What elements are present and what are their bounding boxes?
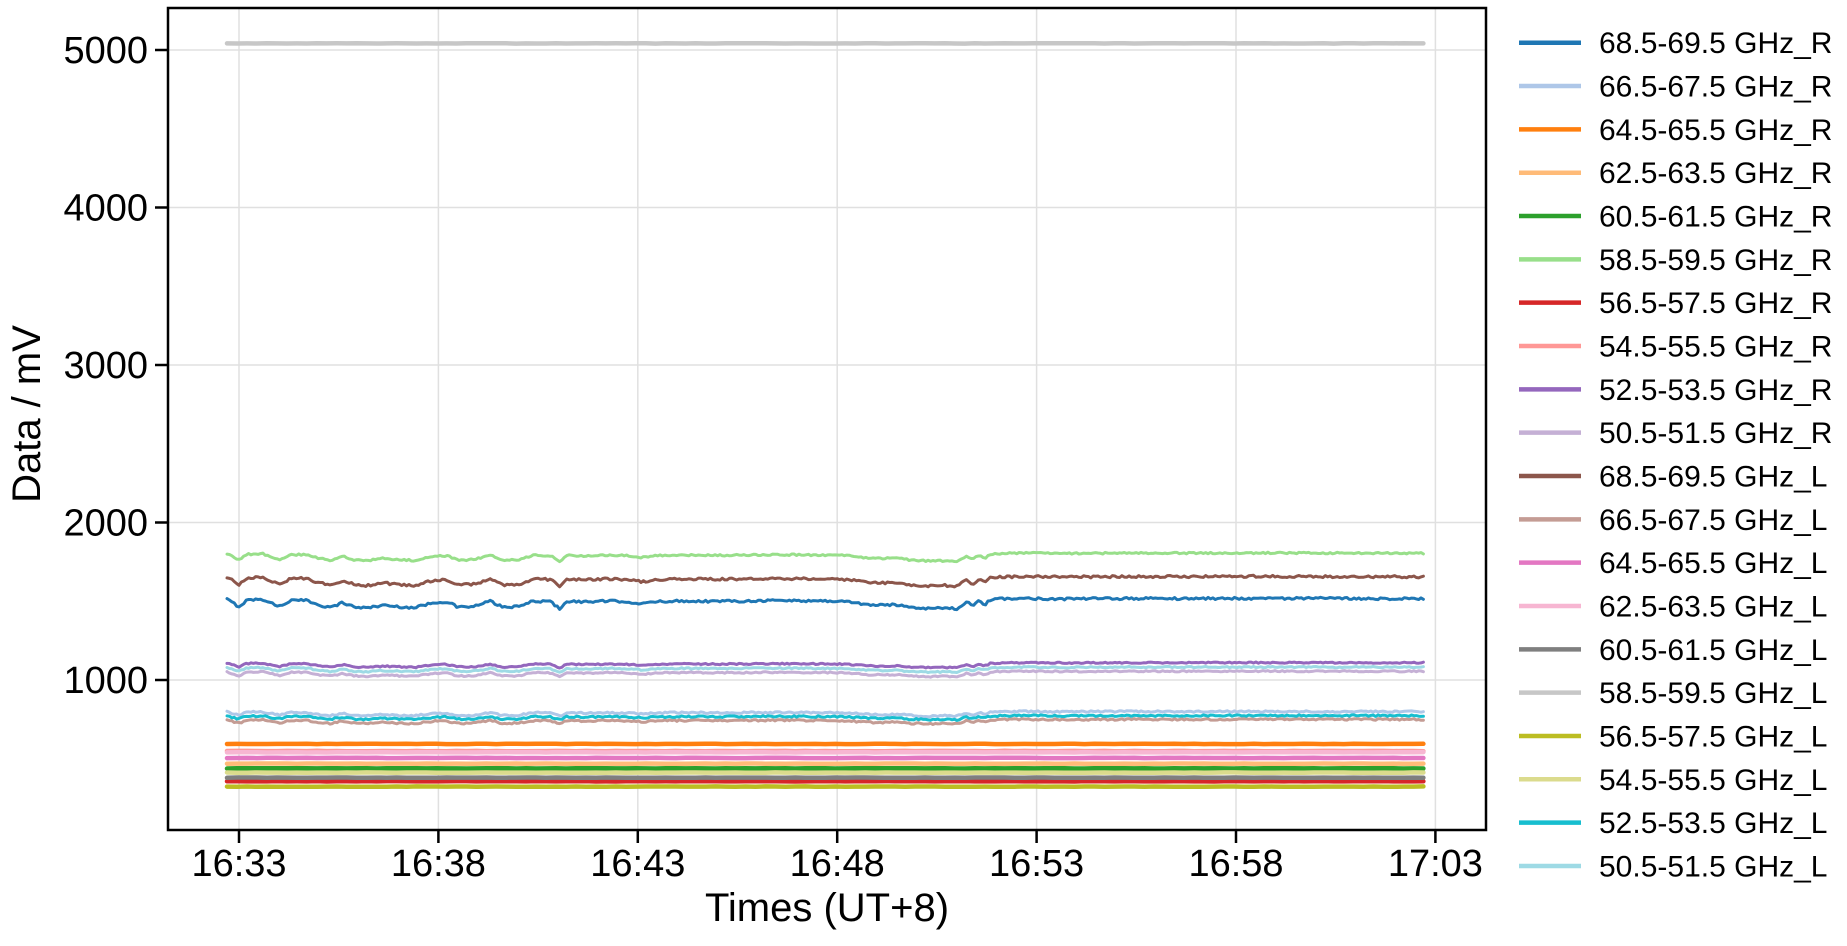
legend-item: 64.5-65.5 GHz_R	[1519, 114, 1832, 147]
legend-label: 64.5-65.5 GHz_L	[1599, 547, 1827, 580]
legend-label: 54.5-55.5 GHz_L	[1599, 764, 1827, 797]
legend-item: 56.5-57.5 GHz_L	[1519, 720, 1827, 753]
x-axis-label: Times (UT+8)	[705, 886, 949, 930]
legend: 68.5-69.5 GHz_R 66.5-67.5 GHz_R 64.5-65.5 …	[1519, 27, 1832, 883]
legend-label: 60.5-61.5 GHz_L	[1599, 634, 1827, 667]
legend-label: 52.5-53.5 GHz_R	[1599, 374, 1832, 407]
legend-item: 62.5-63.5 GHz_L	[1519, 590, 1827, 623]
y-tick-label: 3000	[63, 345, 148, 387]
legend-item: 68.5-69.5 GHz_R	[1519, 27, 1832, 60]
legend-label: 64.5-65.5 GHz_R	[1599, 114, 1832, 147]
legend-label: 66.5-67.5 GHz_L	[1599, 504, 1827, 537]
legend-label: 52.5-53.5 GHz_L	[1599, 807, 1827, 840]
plot-border	[168, 8, 1486, 830]
legend-item: 58.5-59.5 GHz_R	[1519, 244, 1832, 277]
y-tick-label: 1000	[63, 660, 148, 702]
legend-label: 56.5-57.5 GHz_L	[1599, 720, 1827, 753]
series-line-68.5-69.5-GHz_R	[227, 597, 1423, 609]
legend-item: 66.5-67.5 GHz_R	[1519, 71, 1832, 104]
legend-item: 68.5-69.5 GHz_L	[1519, 461, 1827, 494]
legend-label: 58.5-59.5 GHz_R	[1599, 244, 1832, 277]
legend-item: 62.5-63.5 GHz_R	[1519, 157, 1832, 190]
legend-item: 64.5-65.5 GHz_L	[1519, 547, 1827, 580]
x-tick-label: 16:43	[590, 843, 685, 885]
x-tick-label: 16:48	[790, 843, 885, 885]
x-tick-label: 16:53	[989, 843, 1084, 885]
legend-label: 58.5-59.5 GHz_L	[1599, 677, 1827, 710]
legend-label: 60.5-61.5 GHz_R	[1599, 201, 1832, 234]
gridlines	[168, 8, 1486, 830]
legend-item: 60.5-61.5 GHz_R	[1519, 201, 1832, 234]
y-tick-label: 4000	[63, 188, 148, 230]
legend-item: 60.5-61.5 GHz_L	[1519, 634, 1827, 667]
legend-item: 66.5-67.5 GHz_L	[1519, 504, 1827, 537]
legend-label: 66.5-67.5 GHz_R	[1599, 71, 1832, 104]
legend-item: 50.5-51.5 GHz_R	[1519, 417, 1832, 450]
legend-label: 54.5-55.5 GHz_R	[1599, 331, 1832, 364]
legend-item: 52.5-53.5 GHz_L	[1519, 807, 1827, 840]
y-tick-label: 2000	[63, 503, 148, 545]
x-tick-label: 17:03	[1388, 843, 1483, 885]
legend-item: 52.5-53.5 GHz_R	[1519, 374, 1832, 407]
legend-item: 50.5-51.5 GHz_L	[1519, 850, 1827, 883]
x-tick-label: 16:33	[191, 843, 286, 885]
x-tick-label: 16:38	[391, 843, 486, 885]
y-tick-label: 5000	[63, 30, 148, 72]
series-line-58.5-59.5-GHz_R	[227, 552, 1423, 561]
legend-label: 50.5-51.5 GHz_R	[1599, 417, 1832, 450]
legend-label: 62.5-63.5 GHz_L	[1599, 590, 1827, 623]
legend-label: 68.5-69.5 GHz_L	[1599, 461, 1827, 494]
y-axis-label: Data / mV	[5, 325, 49, 503]
series-line-68.5-69.5-GHz_L	[227, 575, 1423, 587]
legend-label: 50.5-51.5 GHz_L	[1599, 850, 1827, 883]
legend-label: 56.5-57.5 GHz_R	[1599, 287, 1832, 320]
series-lines	[227, 43, 1423, 787]
x-tick-label: 16:58	[1188, 843, 1283, 885]
legend-item: 56.5-57.5 GHz_R	[1519, 287, 1832, 320]
legend-label: 68.5-69.5 GHz_R	[1599, 27, 1832, 60]
legend-label: 62.5-63.5 GHz_R	[1599, 157, 1832, 190]
legend-item: 54.5-55.5 GHz_R	[1519, 331, 1832, 364]
legend-item: 54.5-55.5 GHz_L	[1519, 764, 1827, 797]
legend-item: 58.5-59.5 GHz_L	[1519, 677, 1827, 710]
